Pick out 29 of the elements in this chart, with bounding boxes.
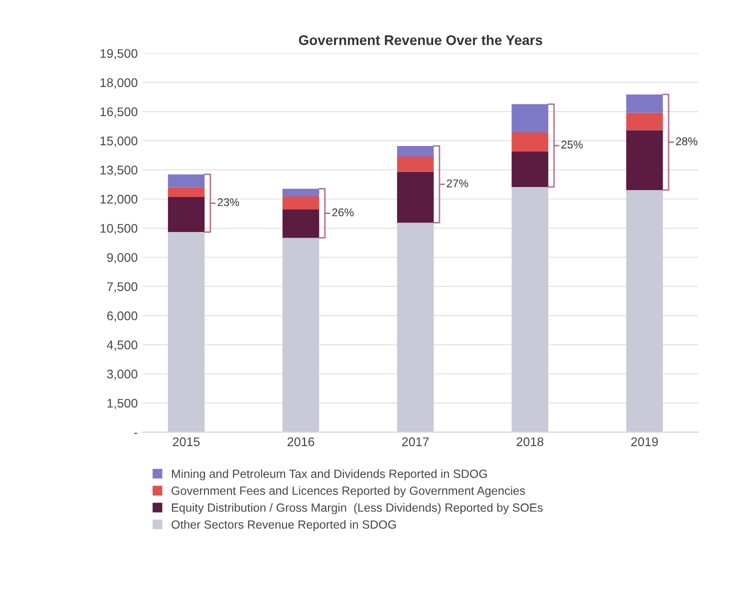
x-tick-label: 2017: [402, 437, 429, 446]
y-tick-label: 3,000: [107, 370, 138, 380]
legend-label: Government Fees and Licences Reported by Government Agencies: [172, 486, 525, 498]
y-tick-label: 4,500: [106, 340, 138, 351]
x-tick-label: 2016: [288, 437, 314, 446]
y-tick-label: 10,500: [100, 224, 138, 234]
y-tick-label: 6,000: [107, 311, 138, 322]
legend-label: Equity Distribution / Gross Margin (Less Dividends) Reported by SOEs: [172, 503, 543, 514]
y-tick-label: 1,500: [108, 398, 138, 410]
legend-label: Mining and Petroleum Tax and Dividends Reported in SDOG: [172, 469, 487, 480]
annotation: 25%: [561, 140, 583, 149]
x-tick-label: 2018: [516, 437, 544, 446]
x-tick-label: 2015: [173, 437, 200, 446]
chart-title: Government Revenue Over the Years: [298, 34, 542, 46]
y-tick-label: -: [134, 432, 138, 434]
annotation: 27%: [446, 179, 468, 188]
y-tick-label: 12,000: [100, 194, 138, 206]
annotation: 26%: [332, 208, 354, 216]
y-tick-label: 13,500: [100, 166, 138, 176]
legend-label: Other Sectors Revenue Reported in SDOG: [172, 520, 396, 532]
y-tick-label: 16,500: [100, 107, 138, 118]
annotation: 28%: [676, 137, 698, 146]
y-tick-label: 19,500: [100, 49, 138, 60]
y-tick-label: 7,500: [107, 282, 138, 293]
annotation: 23%: [218, 198, 240, 206]
x-tick-label: 2019: [631, 437, 658, 446]
y-tick-label: 9,000: [107, 253, 138, 264]
y-tick-label: 18,000: [100, 78, 138, 89]
y-tick-label: 15,000: [100, 136, 138, 147]
